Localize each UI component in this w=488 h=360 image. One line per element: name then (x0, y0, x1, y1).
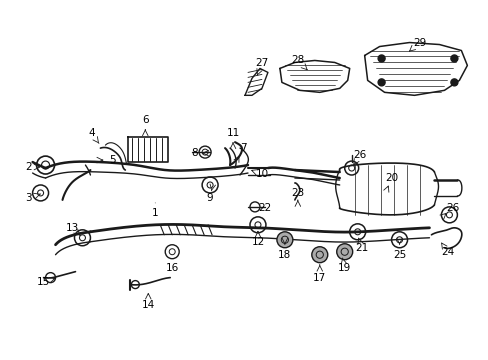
Text: 1: 1 (152, 208, 158, 218)
Text: 22: 22 (258, 203, 271, 213)
Circle shape (276, 232, 292, 248)
Text: 5: 5 (109, 155, 116, 165)
Text: 20: 20 (384, 173, 397, 183)
Text: 25: 25 (392, 250, 406, 260)
Text: 26: 26 (352, 150, 366, 160)
Text: 10: 10 (255, 169, 268, 179)
Text: 24: 24 (440, 247, 453, 257)
Text: 2: 2 (25, 162, 32, 172)
Text: 28: 28 (291, 55, 304, 66)
Text: 26: 26 (445, 203, 458, 213)
Text: 17: 17 (312, 273, 326, 283)
Circle shape (450, 79, 457, 86)
Text: 3: 3 (25, 193, 32, 203)
Text: 12: 12 (251, 237, 264, 247)
Text: 21: 21 (354, 243, 367, 253)
Text: 29: 29 (412, 37, 425, 48)
Circle shape (450, 55, 457, 62)
Text: 6: 6 (142, 115, 148, 125)
Text: 15: 15 (37, 276, 50, 287)
Text: 9: 9 (206, 193, 213, 203)
Text: 23: 23 (291, 188, 304, 198)
Circle shape (311, 247, 327, 263)
Text: 16: 16 (165, 263, 179, 273)
Circle shape (336, 244, 352, 260)
Text: 4: 4 (88, 128, 95, 138)
Text: 8: 8 (190, 148, 197, 158)
Text: 13: 13 (66, 223, 79, 233)
Text: 7: 7 (239, 143, 246, 153)
Text: 11: 11 (226, 128, 239, 138)
Text: 18: 18 (278, 250, 291, 260)
Text: 14: 14 (142, 300, 155, 310)
Text: 27: 27 (255, 58, 268, 68)
Circle shape (377, 79, 385, 86)
Circle shape (377, 55, 385, 62)
Text: 19: 19 (337, 263, 350, 273)
